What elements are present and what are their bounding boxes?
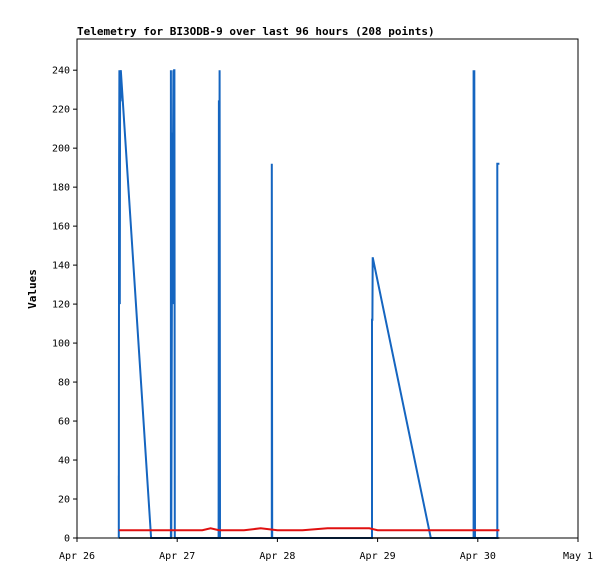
chart-title: Telemetry for BI3ODB-9 over last 96 hour… (77, 25, 435, 38)
y-tick-label: 220 (52, 105, 70, 116)
x-tick-label: Apr 26 (59, 551, 95, 562)
y-tick-label: 80 (58, 378, 70, 389)
y-tick-label: 240 (52, 66, 70, 77)
series-line-1 (117, 69, 500, 539)
plot-area (76, 38, 579, 539)
y-tick-label: 0 (64, 534, 70, 545)
y-tick-label: 120 (52, 300, 70, 311)
y-tick-label: 140 (52, 261, 70, 272)
x-tick-label: Apr 30 (460, 551, 496, 562)
series-layer (117, 69, 500, 539)
y-tick-label: 160 (52, 222, 70, 233)
y-axis-ticks: 0 20 40 60 80 100 120 140 160 180 200 220 240 (52, 66, 77, 545)
y-tick-label: 40 (58, 456, 70, 467)
x-tick-label: May 1 (563, 551, 593, 562)
y-tick-label: 100 (52, 339, 70, 350)
y-tick-label: 60 (58, 417, 70, 428)
y-tick-label: 20 (58, 495, 70, 506)
x-tick-label: Apr 29 (360, 551, 396, 562)
x-tick-label: Apr 28 (259, 551, 295, 562)
x-tick-label: Apr 27 (159, 551, 195, 562)
y-tick-label: 200 (52, 144, 70, 155)
y-axis-label: Values (26, 269, 39, 309)
y-tick-label: 180 (52, 183, 70, 194)
series-line-2 (118, 527, 500, 532)
x-axis-ticks: Apr 26 Apr 27 Apr 28 Apr 29 Apr 30 May 1 (59, 538, 593, 562)
